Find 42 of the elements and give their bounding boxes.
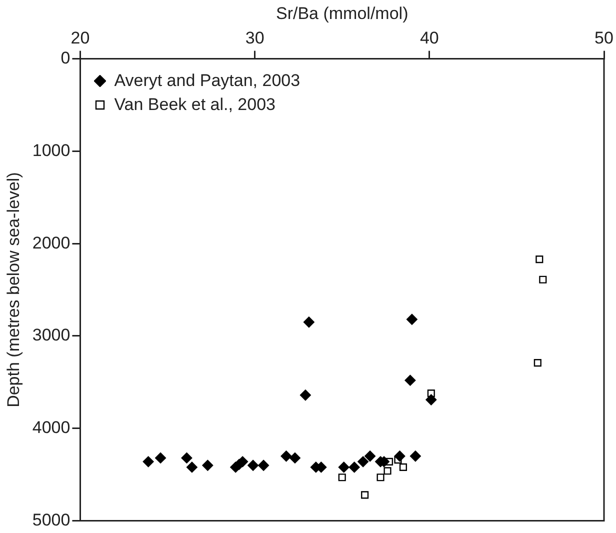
point bbox=[142, 456, 154, 468]
point bbox=[348, 462, 360, 473]
point bbox=[358, 456, 369, 468]
x-tick-label: 40 bbox=[420, 28, 439, 48]
point bbox=[404, 374, 416, 386]
x-tick-label: 30 bbox=[245, 28, 264, 48]
point bbox=[539, 276, 547, 284]
legend-label: Van Beek et al., 2003 bbox=[114, 94, 276, 116]
point bbox=[536, 256, 544, 264]
point bbox=[338, 462, 350, 473]
point bbox=[534, 359, 542, 367]
y-tick-label: 5000 bbox=[32, 510, 70, 530]
y-tick-label: 2000 bbox=[32, 233, 70, 252]
point bbox=[186, 462, 198, 473]
point bbox=[289, 452, 300, 464]
point bbox=[338, 474, 346, 482]
y-tick-label: 4000 bbox=[32, 418, 70, 438]
point bbox=[361, 491, 369, 499]
point bbox=[155, 452, 166, 464]
point bbox=[426, 394, 437, 406]
point bbox=[248, 460, 259, 471]
y-tick-label: 1000 bbox=[32, 140, 70, 160]
point bbox=[406, 314, 418, 325]
legend-label: Averyt and Paytan, 2003 bbox=[114, 70, 300, 92]
x-tick-label: 20 bbox=[70, 28, 90, 48]
point bbox=[303, 316, 314, 328]
point bbox=[399, 463, 407, 471]
point bbox=[181, 452, 192, 464]
x-tick-label: 50 bbox=[594, 28, 614, 48]
point bbox=[202, 460, 214, 471]
point bbox=[280, 450, 292, 462]
y-tick-label: 0 bbox=[60, 48, 70, 68]
y-axis-title: Depth (metres below sea-level) bbox=[4, 172, 23, 408]
point bbox=[410, 450, 421, 462]
point bbox=[364, 450, 376, 462]
point bbox=[394, 450, 406, 462]
point bbox=[258, 460, 270, 471]
point bbox=[376, 474, 384, 482]
y-tick-label: 3000 bbox=[32, 326, 70, 345]
x-axis-title: Sr/Ba (mmol/mol) bbox=[276, 4, 408, 23]
point bbox=[384, 467, 392, 475]
point bbox=[300, 390, 311, 401]
